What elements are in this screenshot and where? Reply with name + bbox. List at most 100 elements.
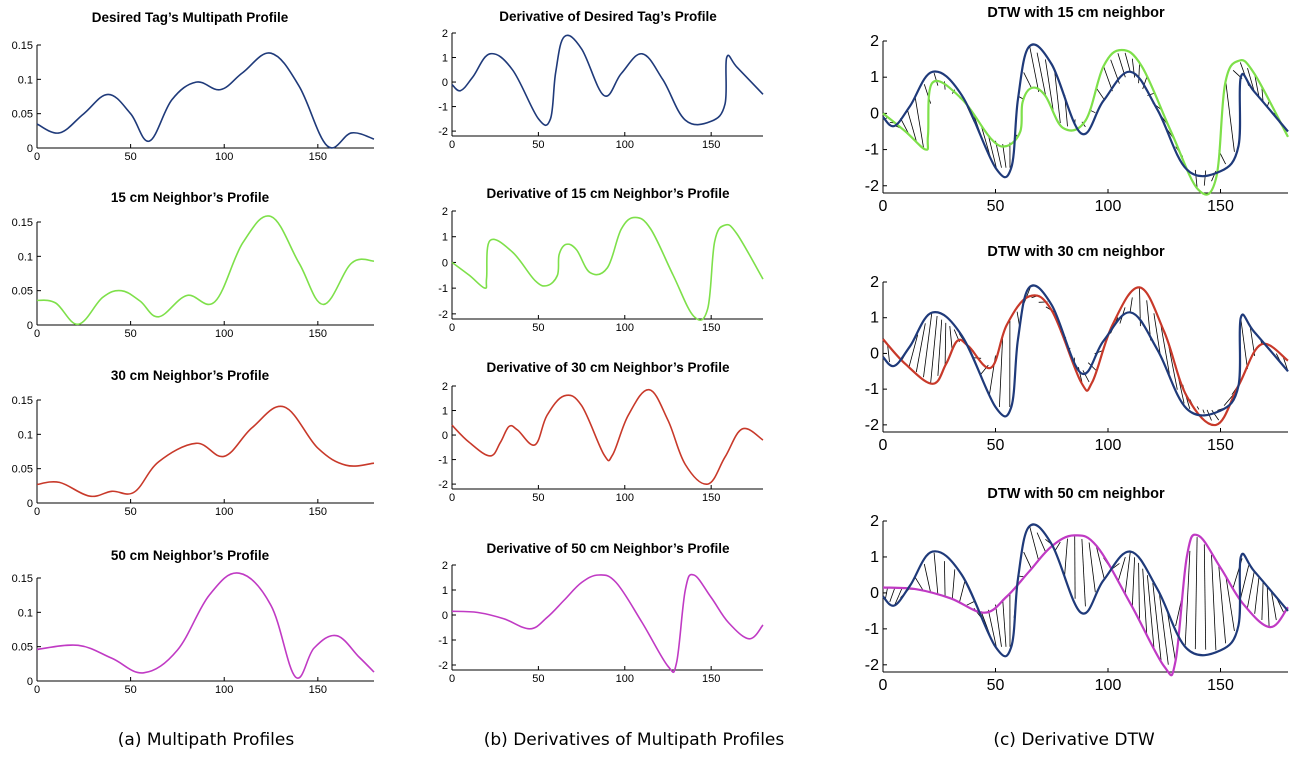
chart-title: DTW with 15 cm neighbor	[987, 5, 1165, 21]
dtw-match-line	[930, 315, 938, 383]
dtw-match-line	[1247, 67, 1255, 92]
dtw-match-line	[1225, 576, 1235, 632]
dtw-match-line	[1064, 538, 1068, 575]
x-tick-label: 50	[532, 673, 544, 685]
series-line-neighbor-30	[882, 286, 1289, 427]
chart-a3: 30 cm Neighbor’s Profile 0 50 100 150 0 0.05 0.…	[12, 368, 375, 518]
x-tick-label: 150	[1207, 437, 1234, 454]
x-tick-label: 100	[215, 151, 233, 163]
dtw-match-line	[1117, 556, 1126, 583]
dtw-match-line	[1142, 77, 1148, 90]
y-tick-label: 1	[442, 585, 448, 597]
dtw-match-line	[1203, 544, 1207, 650]
y-tick-label: -2	[438, 309, 448, 321]
dtw-match-line	[966, 601, 975, 606]
x-tick-label: 0	[449, 492, 455, 504]
x-tick-label: 100	[616, 322, 634, 334]
dtw-match-line	[1218, 565, 1226, 644]
y-tick-label: 0.05	[12, 642, 33, 654]
dtw-match-line	[1045, 59, 1054, 110]
dtw-match-line	[1194, 537, 1198, 650]
y-tick-label: -1	[438, 283, 448, 295]
x-tick-label: 150	[309, 684, 327, 696]
dtw-match-line	[1138, 562, 1140, 621]
chart-title: Desired Tag’s Multipath Profile	[92, 10, 289, 25]
chart-b3: Derivative of 30 cm Neighbor’s Profile 0 5…	[438, 360, 764, 504]
dtw-match-lines	[885, 46, 1284, 188]
x-tick-label: 50	[124, 506, 136, 518]
x-tick-label: 150	[309, 151, 327, 163]
dtw-match-line	[1002, 144, 1007, 168]
dtw-match-line	[1203, 170, 1207, 186]
dtw-match-line	[1142, 568, 1148, 634]
dtw-match-line	[944, 561, 946, 597]
x-tick-label: 0	[34, 151, 40, 163]
dtw-match-line	[937, 319, 943, 376]
dtw-match-line	[1023, 72, 1032, 89]
dtw-match-line	[933, 72, 939, 86]
y-tick-label: -1	[865, 142, 879, 159]
chart-b4: Derivative of 50 cm Neighbor’s Profile 0 5…	[438, 541, 764, 685]
y-tick-label: 2	[870, 513, 879, 530]
x-tick-label: 150	[1207, 677, 1234, 694]
y-tick-label: 0.1	[18, 251, 33, 263]
y-tick-label: -2	[865, 657, 879, 674]
dtw-match-line	[923, 313, 933, 378]
y-tick-label: 0	[870, 105, 879, 122]
chart-title: DTW with 50 cm neighbor	[987, 486, 1165, 502]
y-tick-label: 0	[442, 257, 448, 269]
dtw-match-line	[959, 581, 966, 603]
caption-a: (a) Multipath Profiles	[118, 730, 295, 750]
x-tick-label: 150	[309, 506, 327, 518]
series-line-neighbor-15	[36, 215, 375, 326]
x-tick-label: 100	[215, 506, 233, 518]
y-tick-label: 1	[442, 232, 448, 244]
y-tick-label: 0	[442, 430, 448, 442]
dtw-match-line	[1147, 575, 1155, 648]
dtw-match-line	[1131, 58, 1135, 78]
series-line-neighbor-15	[451, 216, 764, 321]
dtw-match-line	[1266, 586, 1270, 627]
dtw-match-line	[1036, 532, 1047, 553]
y-tick-label: 0.05	[12, 286, 33, 298]
y-tick-label: 1	[442, 53, 448, 65]
dtw-match-line	[1088, 542, 1096, 593]
dtw-match-line	[933, 552, 939, 595]
chart-title: Derivative of 30 cm Neighbor’s Profile	[486, 360, 730, 375]
y-tick-label: 2	[870, 274, 879, 291]
x-tick-label: 100	[1095, 198, 1122, 215]
dtw-match-line	[1146, 300, 1152, 341]
x-tick-label: 0	[449, 139, 455, 151]
caption-b: (b) Derivatives of Multipath Profiles	[484, 730, 785, 750]
dtw-match-lines	[887, 287, 1289, 421]
y-tick-label: 0.1	[18, 429, 33, 441]
y-tick-label: -1	[865, 381, 879, 398]
series-line-desired	[882, 284, 1289, 418]
x-tick-label: 100	[616, 673, 634, 685]
x-tick-label: 150	[702, 139, 720, 151]
y-tick-label: 0.1	[18, 74, 33, 86]
y-tick-label: 0.1	[18, 607, 33, 619]
chart-title: 30 cm Neighbor’s Profile	[111, 368, 270, 383]
y-tick-label: -1	[865, 621, 879, 638]
y-tick-label: 0	[27, 320, 33, 332]
dtw-match-line	[1202, 409, 1205, 414]
dtw-match-line	[1029, 46, 1040, 92]
y-tick-label: 0	[870, 585, 879, 602]
dtw-match-line	[1261, 87, 1264, 103]
y-tick-label: 2	[442, 206, 448, 218]
dtw-match-line	[894, 588, 903, 606]
x-tick-label: 0	[879, 677, 888, 694]
dtw-match-line	[1152, 582, 1162, 661]
dtw-match-line	[1271, 591, 1277, 621]
x-tick-label: 150	[702, 322, 720, 334]
dtw-match-line	[889, 587, 896, 603]
x-tick-label: 100	[1095, 437, 1122, 454]
x-tick-label: 50	[532, 322, 544, 334]
dtw-match-line	[923, 563, 932, 594]
x-tick-label: 50	[987, 677, 1005, 694]
dtw-match-line	[1029, 526, 1040, 561]
x-tick-label: 0	[34, 328, 40, 340]
dtw-match-line	[906, 109, 917, 142]
y-tick-label: 1	[870, 310, 879, 327]
